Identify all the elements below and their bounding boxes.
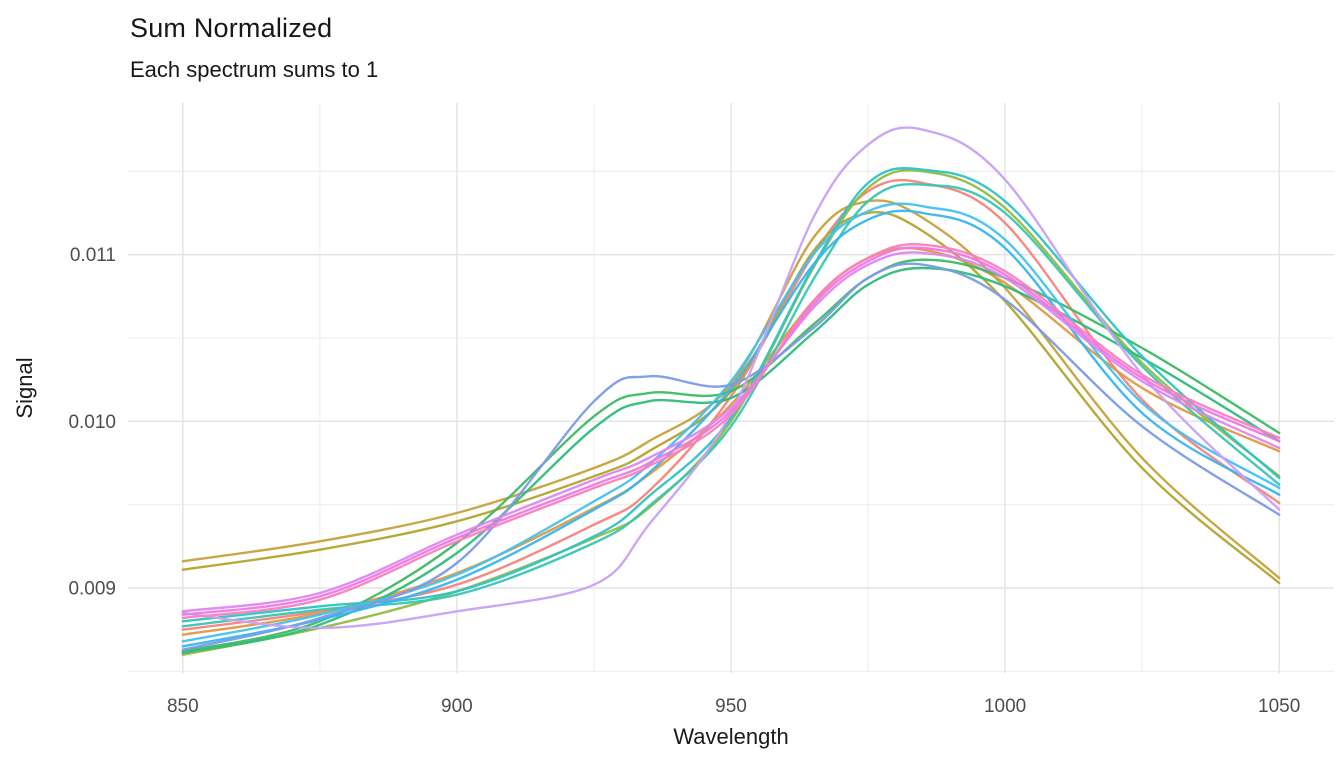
x-tick-label: 950 [715, 696, 747, 717]
y-tick-label: 0.011 [70, 245, 116, 266]
y-tick-label: 0.010 [68, 412, 116, 433]
spectrum-line-spectrum-09-teal [181, 167, 1281, 623]
x-tick-label: 1000 [984, 696, 1026, 717]
x-tick-label: 850 [167, 696, 199, 717]
spectrum-line-spectrum-10-cyan [181, 202, 1281, 643]
spectrum-line-spectrum-08-turquoise [181, 182, 1281, 628]
spectrum-line-spectrum-16-hotpink [181, 243, 1281, 620]
chart-title: Sum Normalized [130, 13, 333, 43]
spectrum-line-spectrum-13-lavender [181, 126, 1281, 630]
y-tick-label: 0.009 [68, 579, 116, 600]
x-tick-label: 1050 [1258, 696, 1300, 717]
x-axis-label: Wavelength [673, 724, 789, 749]
spectrum-line-spectrum-06-green [181, 258, 1281, 653]
spectrum-line-spectrum-04-olive [181, 211, 1281, 585]
chart-subtitle: Each spectrum sums to 1 [130, 57, 379, 82]
x-tick-label: 900 [441, 696, 473, 717]
y-axis-label: Signal [12, 357, 37, 419]
spectrum-line-spectrum-12-cornflower [181, 262, 1281, 651]
